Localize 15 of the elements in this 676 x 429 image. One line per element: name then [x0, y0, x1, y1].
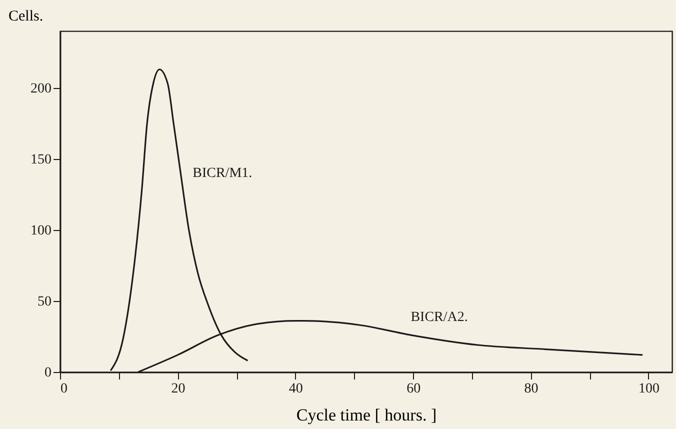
x-tick-label: 0 [60, 382, 68, 396]
x-tick-label: 80 [524, 382, 538, 396]
series-label: BICR/M1. [192, 166, 252, 182]
x-tick-label: 20 [171, 382, 186, 396]
series-label: BICR/A2. [410, 310, 468, 326]
x-tick-label: 40 [288, 382, 303, 396]
x-axis-title: Cycle time [ hours. ] [296, 406, 437, 424]
x-tick-label: 60 [406, 382, 421, 396]
y-tick-label: 150 [30, 152, 52, 168]
x-tick-label: 100 [638, 382, 660, 396]
y-tick-label: 100 [30, 223, 52, 238]
y-tick-label: 50 [38, 294, 52, 310]
y-axis-title: Cells. [8, 8, 44, 24]
y-tick-label: 200 [30, 81, 52, 96]
y-tick-label: 0 [44, 366, 52, 380]
